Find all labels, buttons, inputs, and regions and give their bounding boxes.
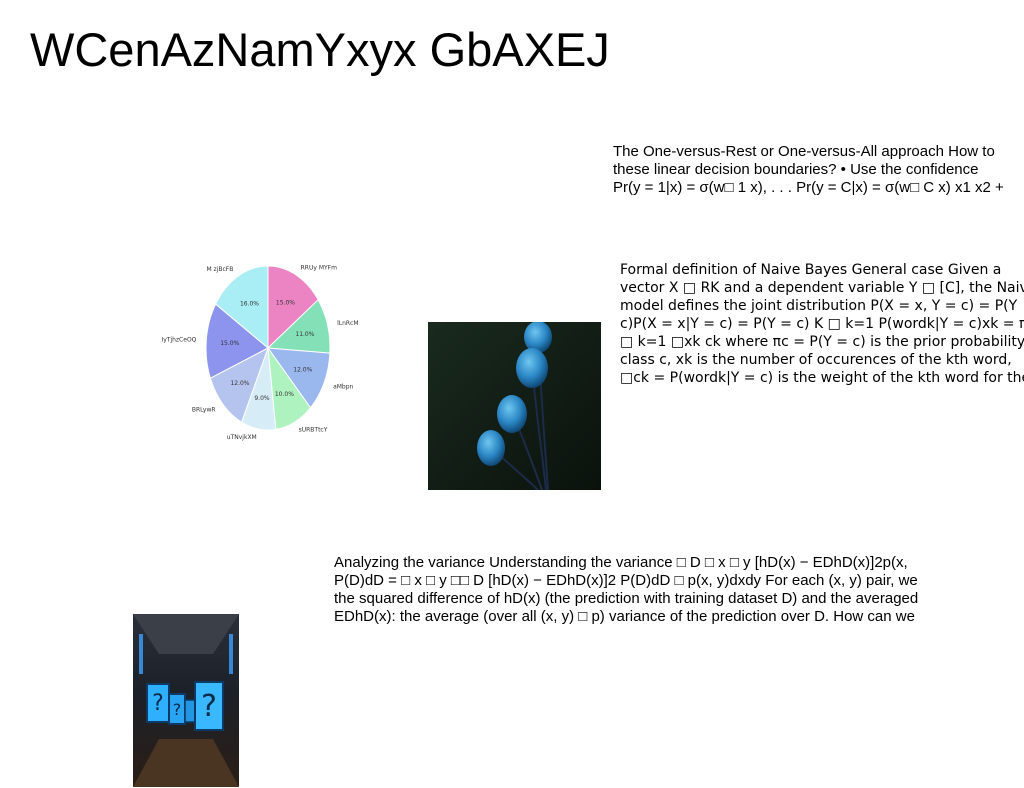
pie-category-label: M zjBcFB <box>206 266 233 273</box>
pie-category-label: uTNvjkXM <box>227 434 257 441</box>
pie-value-label: 16.0% <box>240 300 259 307</box>
pie-category-label: RRUy MYFm <box>301 265 337 272</box>
pie-category-label: lLnRcM <box>337 320 358 327</box>
pie-value-label: 15.0% <box>220 340 239 347</box>
pie-slice <box>267 265 319 350</box>
pie-value-label: 15.0% <box>276 300 295 307</box>
pie-value-label: 10.0% <box>275 391 294 398</box>
spheres-photo <box>428 322 601 490</box>
svg-text:?: ? <box>201 689 217 724</box>
pie-chart: 15.0% RRUy MYFm 11.0% lLnRcM 12.0% aMbpn 10.0%… <box>161 265 358 441</box>
pie-category-label: sURBTtcY <box>299 427 328 434</box>
svg-text:?: ? <box>152 691 164 716</box>
variance-text-block: Analyzing the variance Understanding the… <box>334 554 919 625</box>
svg-text:?: ? <box>173 700 182 719</box>
pie-value-label: 11.0% <box>295 331 314 338</box>
pie-category-label: aMbpn <box>333 383 353 390</box>
pie-slice <box>209 346 269 423</box>
pie-slice <box>266 347 331 409</box>
pie-slice <box>215 265 269 350</box>
naive-bayes-text-block: Formal definition of Naive Bayes General… <box>620 262 1024 386</box>
ovr-text-block: The One-versus-Rest or One-versus-All ap… <box>613 143 1004 196</box>
page-title: WCenAzNamYxyx GbAXEJ <box>30 23 610 76</box>
question-blocks-photo: ? ? ? <box>133 614 239 787</box>
pie-slice <box>205 303 269 379</box>
pie-value-label: 12.0% <box>230 380 249 387</box>
pie-value-label: 12.0% <box>293 367 312 374</box>
pie-value-label: 9.0% <box>254 395 270 402</box>
pie-category-label: BRLywR <box>192 407 216 414</box>
pie-category-label: IyTjhzCeOQ <box>161 337 196 344</box>
